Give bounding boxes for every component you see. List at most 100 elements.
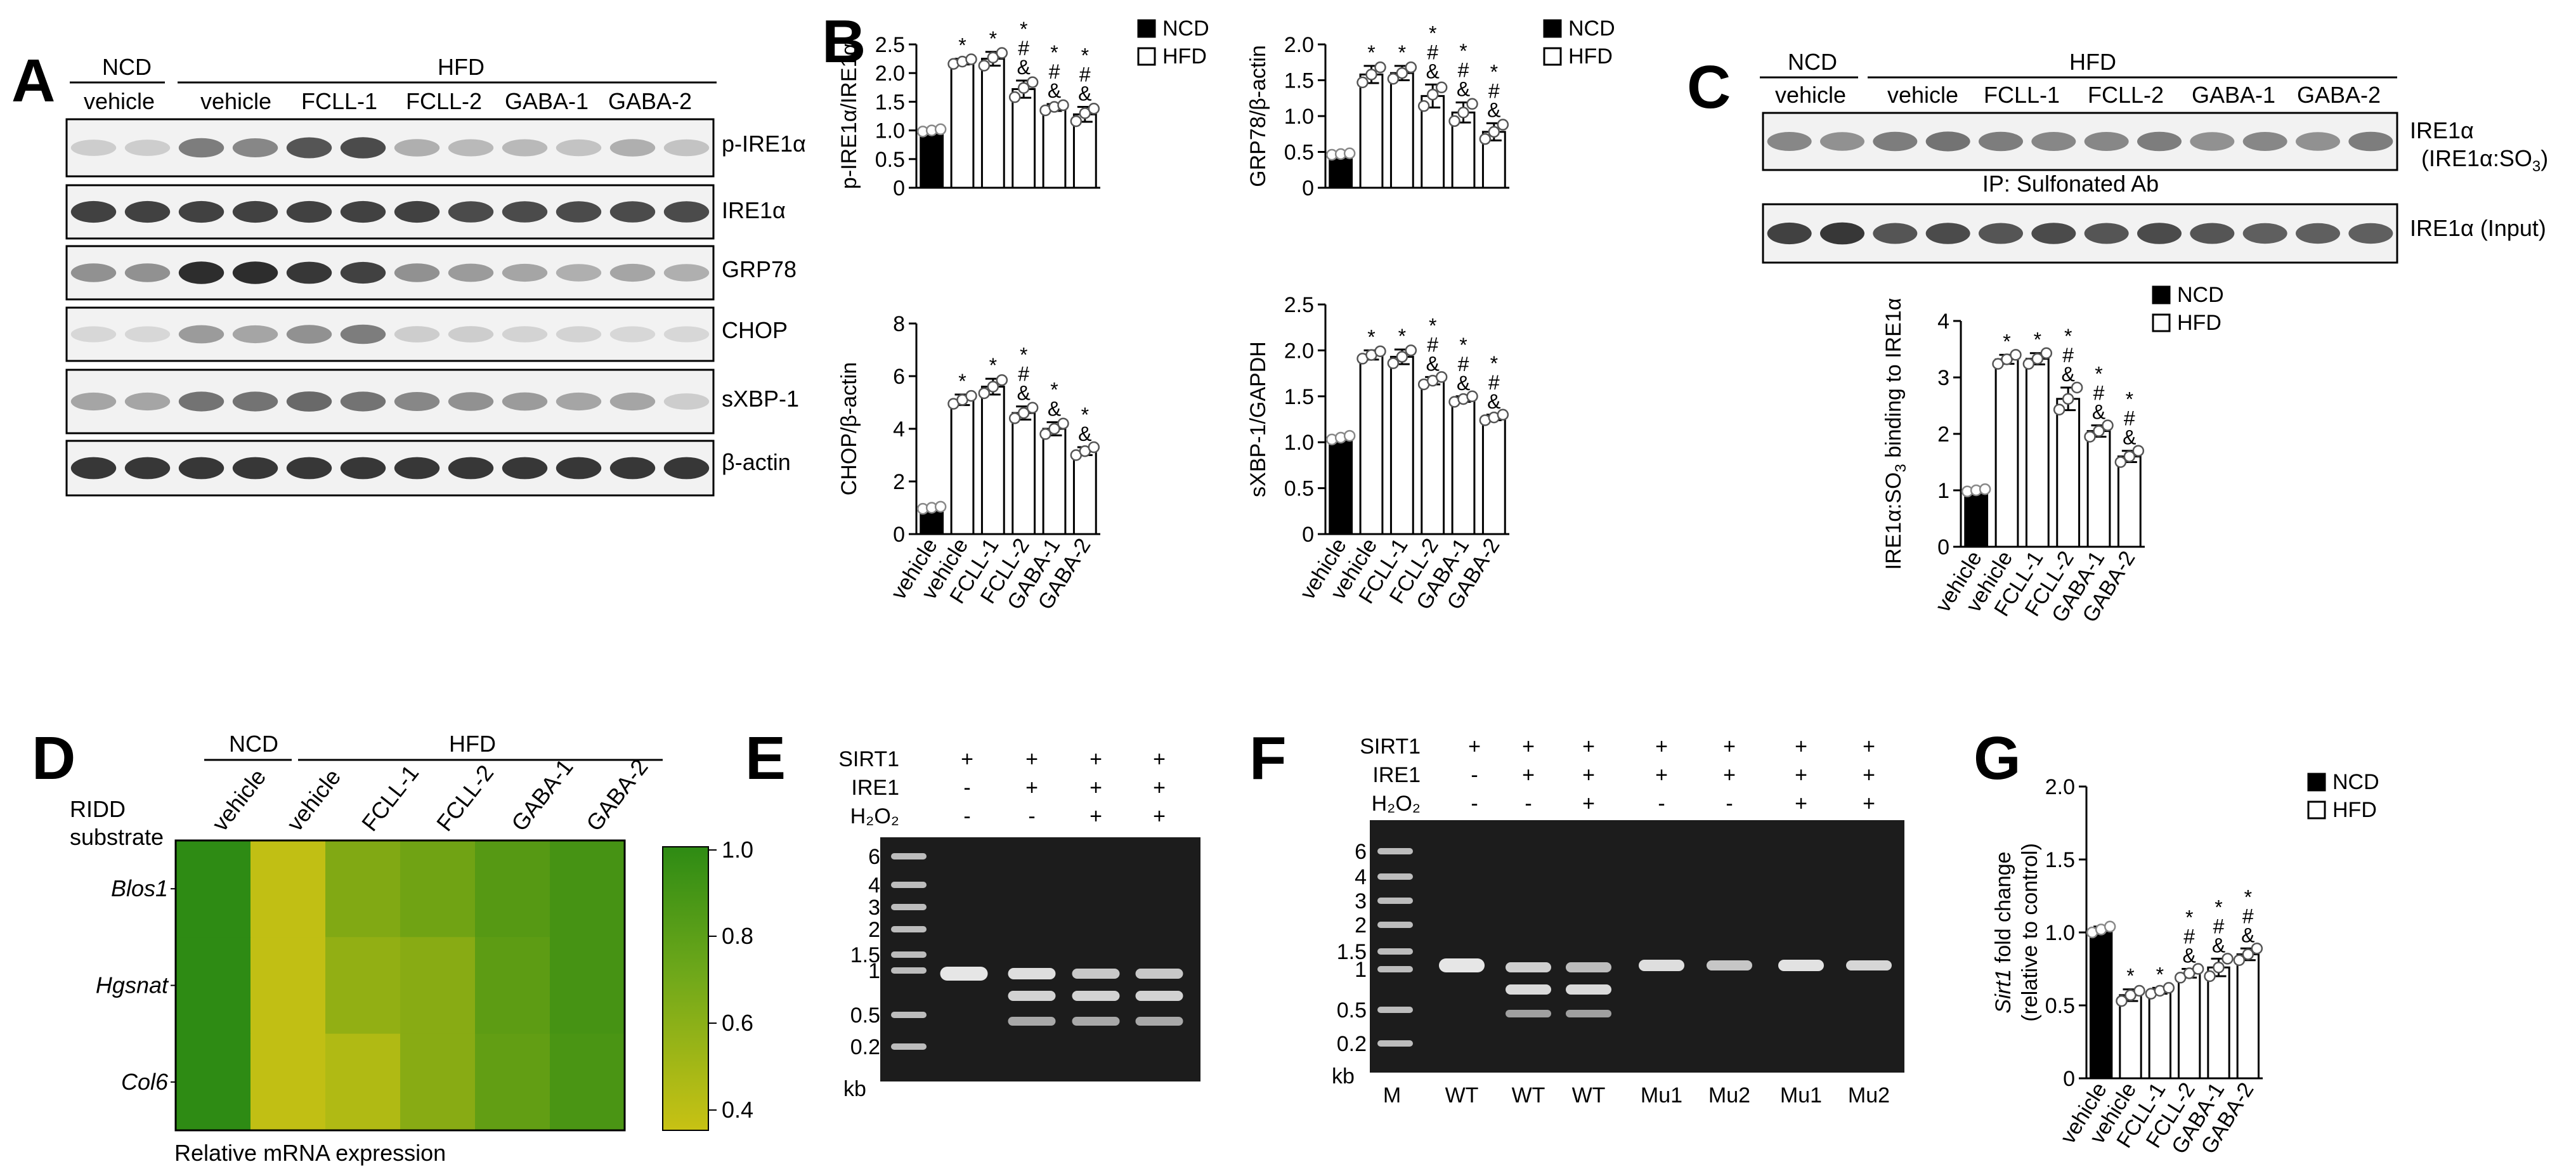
legend-swatch [1137, 19, 1156, 38]
blot-band [394, 200, 440, 223]
data-point [2071, 381, 2083, 394]
y-tick-label: 1.0 [875, 119, 905, 143]
lane-label: WT [1445, 1083, 1479, 1107]
condition-mark: + [1522, 735, 1535, 759]
ladder-tick-label: 4 [868, 873, 880, 898]
blot-band [340, 137, 386, 159]
data-point [2242, 948, 2254, 960]
blot-band [609, 457, 656, 480]
condition-mark: + [1090, 776, 1102, 800]
column-label: vehicle [207, 764, 271, 836]
significance-mark: * [1020, 344, 1027, 367]
blot-band [124, 392, 171, 411]
bar [2207, 966, 2230, 1080]
blot-band [448, 457, 494, 480]
dna-band [1008, 968, 1056, 979]
significance-mark: # [1049, 60, 1060, 83]
data-point [2116, 995, 2128, 1007]
heatmap-cell [176, 840, 251, 938]
data-point [965, 389, 977, 402]
heatmap-cell [550, 840, 625, 938]
blot-band [232, 138, 278, 157]
heatmap-cell [550, 937, 625, 1035]
blot-label: sXBP-1 [722, 386, 799, 412]
blot-band [1820, 222, 1864, 245]
blot-band [502, 139, 548, 157]
condition-mark: + [1522, 763, 1535, 787]
data-point [1979, 483, 1991, 495]
y-tick-label: 0.5 [1284, 141, 1314, 165]
blot-band [663, 264, 710, 282]
data-point [1426, 88, 1439, 101]
significance-mark: & [1426, 352, 1439, 375]
data-point [2213, 961, 2225, 974]
data-point [1466, 390, 1478, 403]
significance-mark: # [1018, 37, 1029, 60]
blot-band [2031, 132, 2076, 151]
significance-mark: # [1458, 59, 1469, 82]
blot-band [556, 139, 602, 157]
lane-label: vehicle [1775, 82, 1846, 108]
blot-band [124, 457, 171, 480]
column-label: GABA-1 [506, 754, 578, 836]
condition-mark: + [1655, 735, 1668, 759]
y-tick-label: 0.5 [875, 148, 905, 172]
blot-label: p-IRE1α [722, 131, 806, 157]
blot-band [556, 392, 602, 411]
lane-label: WT [1572, 1083, 1606, 1107]
data-point [987, 51, 999, 64]
row-header: RIDD [70, 796, 126, 822]
y-tick-label: 1.0 [2045, 921, 2075, 945]
blot-band [286, 261, 332, 284]
gel-image [1370, 820, 1904, 1073]
ladder-tick-label: 2 [1355, 913, 1367, 938]
significance-mark: * [1459, 334, 1467, 356]
dna-band [1566, 962, 1611, 972]
significance-mark: & [1487, 98, 1500, 121]
legend-swatch [2152, 313, 2171, 332]
colorbar-tick-label: 0.8 [722, 923, 753, 949]
blot-label: CHOP [722, 317, 788, 343]
significance-mark: & [1487, 390, 1500, 413]
data-point [1405, 61, 1417, 74]
blot-band [2137, 131, 2182, 152]
heatmap-cell [250, 840, 326, 938]
significance-mark: * [1081, 403, 1089, 426]
condition-label: IRE1 [1372, 763, 1421, 787]
data-point [1365, 69, 1377, 81]
blot-band [286, 457, 332, 480]
data-point [1356, 76, 1369, 89]
blot-band [286, 391, 332, 412]
ladder-tick-label: 1.5 [850, 943, 880, 967]
gel-image [880, 837, 1200, 1081]
colorbar-tick-label: 0.6 [722, 1010, 753, 1036]
ladder-band [1377, 898, 1413, 904]
condition-mark: + [1863, 763, 1875, 787]
blot-band [448, 139, 494, 157]
group-label-ncd: NCD [1788, 49, 1837, 75]
significance-mark: # [2183, 925, 2195, 948]
colorbar-tick-label: 1.0 [722, 837, 753, 863]
data-point [1497, 119, 1509, 131]
data-point [1343, 429, 1356, 442]
data-point [1057, 417, 1069, 429]
data-point [1417, 100, 1430, 112]
heatmap-cell [400, 937, 476, 1035]
blot-band [394, 263, 440, 282]
blot-band [232, 457, 278, 480]
significance-mark: * [2034, 329, 2041, 351]
bar [1994, 358, 2019, 548]
western-blots [1762, 112, 2398, 264]
condition-mark: - [1471, 792, 1478, 816]
panel-e-letter: E [745, 724, 786, 792]
data-point [2132, 445, 2145, 457]
significance-mark: & [2241, 924, 2254, 946]
panel-f: F SIRT1 IRE1 H₂O₂ + - - + + - + + + + + - + + - + + + + ++ … [1249, 724, 1904, 1107]
chart-sxbp1: 00.51.01.52.02.5vehicle*vehicle*FCLL-1&#… [1246, 293, 1509, 614]
data-point [1079, 107, 1091, 119]
bar [2236, 953, 2260, 1080]
blot-strip [65, 184, 715, 240]
ladder-tick-label: 3 [1355, 889, 1367, 913]
bar [1042, 428, 1067, 535]
significance-mark: * [2215, 896, 2222, 918]
